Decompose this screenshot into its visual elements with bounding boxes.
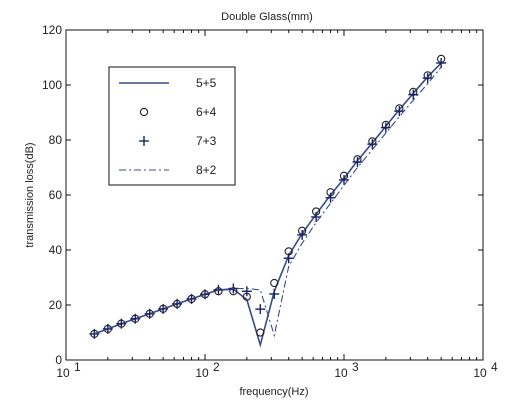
x-tick-label: 10 — [195, 366, 209, 380]
series-group — [89, 54, 447, 348]
data-point-7+3 — [297, 229, 308, 240]
chart-title: Double Glass(mm) — [221, 11, 313, 23]
data-point-7+3 — [130, 313, 141, 324]
data-point-7+3 — [367, 139, 378, 150]
data-point-7+3 — [158, 303, 169, 314]
series-8+2 — [94, 66, 442, 338]
data-point-7+3 — [436, 58, 447, 68]
x-tick-label: 10 — [334, 366, 348, 380]
legend-label: 6+4 — [196, 105, 217, 119]
data-point-7+3 — [394, 106, 405, 117]
data-point-7+3 — [172, 298, 183, 309]
y-tick-label: 100 — [42, 78, 62, 92]
data-point-7+3 — [325, 192, 336, 203]
data-point-7+3 — [422, 73, 433, 84]
data-point-7+3 — [89, 328, 100, 339]
x-tick-exponent: 2 — [213, 360, 220, 374]
data-point-7+3 — [283, 253, 294, 264]
data-point-7+3 — [311, 212, 322, 222]
legend-swatch — [139, 107, 149, 117]
x-axis-title: frequency(Hz) — [239, 386, 308, 398]
x-tick-exponent: 4 — [491, 360, 498, 374]
data-point-7+3 — [352, 157, 363, 167]
y-tick-label: 0 — [55, 353, 62, 367]
legend-label: 5+5 — [196, 76, 217, 90]
data-point-7+3 — [269, 289, 280, 299]
x-tick-exponent: 1 — [74, 360, 81, 374]
legend-swatch — [139, 136, 149, 146]
data-point-7+3 — [255, 304, 266, 315]
x-tick-label: 10 — [473, 366, 487, 380]
x-tick-exponent: 3 — [352, 360, 359, 374]
y-tick-label: 40 — [49, 243, 63, 257]
legend-label: 7+3 — [196, 134, 217, 148]
data-point-7+3 — [408, 89, 419, 100]
data-point-6+4 — [256, 328, 265, 337]
data-point-7+3 — [380, 122, 391, 133]
y-tick-label: 20 — [49, 298, 63, 312]
data-point-7+3 — [102, 323, 113, 334]
y-tick-label: 80 — [49, 133, 63, 147]
y-tick-label: 60 — [49, 188, 63, 202]
legend: 5+5 6+4 7+3 8+2 — [108, 66, 236, 186]
y-tick-label: 120 — [42, 23, 62, 37]
y-axis-title: transmission loss(dB) — [24, 142, 36, 247]
series-line-8+2 — [94, 66, 442, 338]
data-point-6+4 — [270, 278, 279, 288]
legend-label: 8+2 — [196, 163, 217, 177]
legend-box — [108, 66, 236, 186]
series-7+3 — [89, 58, 447, 339]
data-point-7+3 — [339, 174, 349, 185]
axis-ticks: 0 20 40 60 80 100 120 10 1 10 2 10 3 10 4 — [42, 23, 498, 380]
data-point-7+3 — [186, 293, 197, 304]
data-point-7+3 — [241, 286, 252, 297]
data-point-7+3 — [116, 318, 127, 329]
data-point-7+3 — [144, 308, 155, 319]
x-tick-label: 10 — [56, 366, 70, 380]
data-point-7+3 — [200, 289, 210, 300]
